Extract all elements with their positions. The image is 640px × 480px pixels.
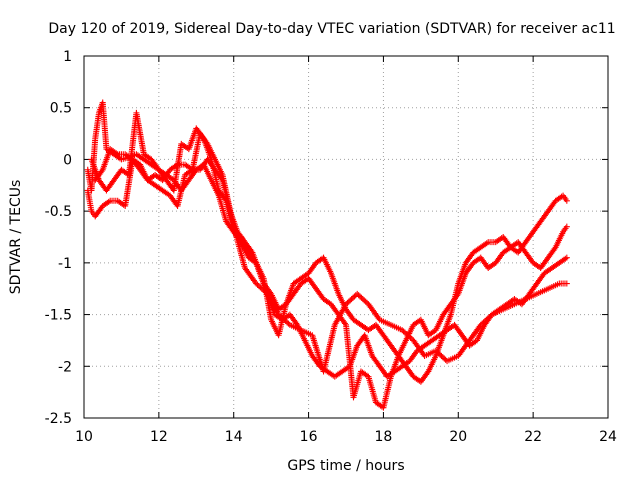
y-tick-label: -0.5 xyxy=(45,204,72,220)
x-tick-label: 16 xyxy=(300,429,318,445)
chart-title: Day 120 of 2019, Sidereal Day-to-day VTE… xyxy=(48,21,615,37)
y-tick-label: 0 xyxy=(63,152,72,168)
series-track-c xyxy=(88,109,570,411)
x-tick-label: 24 xyxy=(599,429,617,445)
axis-ticks xyxy=(83,55,609,419)
x-tick-label: 22 xyxy=(524,429,542,445)
series-marks-track-d xyxy=(92,130,570,375)
plot-frame xyxy=(83,55,609,419)
y-tick-label: -2.5 xyxy=(45,411,72,427)
x-tick-label: 18 xyxy=(375,429,393,445)
series-track-d xyxy=(92,130,570,375)
x-axis-label: GPS time / hours xyxy=(287,458,404,474)
y-tick-label: -1 xyxy=(58,256,72,272)
y-tick-label: 1 xyxy=(63,49,72,65)
data-marks xyxy=(84,99,570,411)
y-tick-label: 0.5 xyxy=(50,101,72,117)
x-tick-label: 12 xyxy=(150,429,168,445)
y-tick-label: -1.5 xyxy=(45,308,72,324)
x-tick-label: 14 xyxy=(225,429,243,445)
y-tick-labels: 1 0.5 0 -0.5 -1 -1.5 -2 -2.5 xyxy=(45,49,72,427)
y-tick-label: -2 xyxy=(58,359,72,375)
series-marks-track-c xyxy=(88,109,570,411)
series-track-a xyxy=(84,99,570,385)
x-tick-label: 20 xyxy=(449,429,467,445)
series-marks-track-a xyxy=(84,99,570,385)
x-tick-label: 10 xyxy=(75,429,93,445)
y-axis-label: SDTVAR / TECUs xyxy=(8,180,24,295)
x-tick-labels: 10 12 14 16 18 20 22 24 xyxy=(75,429,617,445)
